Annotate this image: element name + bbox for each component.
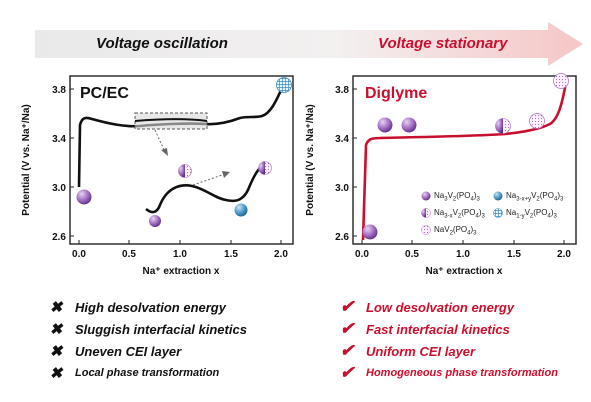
legend-label: NaV2(PO4)3 (434, 225, 477, 237)
list-item: ✔ Fast interfacial kinetics (338, 318, 558, 340)
right-xtick: 0.0 (355, 249, 369, 260)
list-item-text: Local phase transformation (75, 367, 220, 379)
right-voltage-curve (361, 81, 568, 241)
right-xlabel: Na⁺ extraction x (426, 266, 503, 277)
list-item: ✖ Local phase transformation (47, 362, 247, 384)
legend-blue-sphere-icon (493, 191, 503, 201)
zoomed-curve (145, 167, 261, 214)
full-sphere-icon (377, 117, 393, 133)
dotted-sphere-icon (553, 73, 569, 89)
left-plot (69, 75, 294, 245)
list-item-text: Homogeneous phase transformation (366, 367, 558, 379)
check-icon: ✔ (339, 341, 355, 360)
legend-label: Na3-xV2(PO4)3 (434, 208, 485, 220)
legend-full-sphere-icon (421, 191, 431, 201)
left-xtick: 2.0 (274, 249, 288, 260)
mixed-sphere-icon (258, 161, 272, 175)
cross-icon: ✖ (49, 343, 63, 360)
left-ytick: 3.4 (52, 134, 66, 145)
cross-icon: ✖ (49, 321, 63, 338)
full-sphere-icon (401, 117, 417, 133)
legend-grid-sphere-icon (493, 208, 503, 218)
full-sphere-icon (362, 224, 378, 240)
right-ytick: 3.8 (335, 85, 349, 96)
list-item: ✔ Low desolvation energy (338, 296, 558, 318)
right-header-title: Voltage stationary (378, 35, 508, 52)
left-xtick: 1.0 (173, 249, 187, 260)
right-ylabel: Potential (V vs. Na⁺/Na) (305, 104, 316, 215)
left-header-title: Voltage oscillation (96, 35, 228, 52)
list-item-text: Uneven CEI layer (75, 343, 182, 359)
list-item: ✖ High desolvation energy (47, 296, 247, 318)
right-advantage-list: ✔ Low desolvation energy ✔ Fast interfacia… (338, 296, 558, 384)
right-xtick: 2.0 (557, 249, 571, 260)
right-plot (352, 73, 577, 245)
left-ylabel: Potential (V vs. Na⁺/Na) (21, 104, 32, 215)
left-plot-frame (69, 75, 294, 245)
right-xtick: 1.5 (507, 249, 521, 260)
blue-sphere-icon (234, 203, 248, 217)
left-ytick: 3.8 (52, 85, 66, 96)
left-drawback-list: ✖ High desolvation energy ✖ Sluggish inter… (47, 296, 247, 384)
grid-sphere-icon (276, 77, 292, 93)
dotted-sphere-icon (529, 113, 545, 129)
full-sphere-icon (76, 189, 92, 205)
right-xtick: 0.5 (405, 249, 419, 260)
legend-dotted-sphere-icon (421, 225, 431, 235)
right-ytick: 3.0 (335, 183, 349, 194)
legend-label: Na3V2(PO4)3 (434, 191, 480, 203)
list-item: ✔ Homogeneous phase transformation (338, 362, 558, 384)
check-icon: ✔ (339, 297, 355, 316)
left-xtick: 1.5 (224, 249, 238, 260)
right-xtick: 1.0 (456, 249, 470, 260)
right-ytick: 3.4 (335, 134, 349, 145)
list-item-text: Uniform CEI layer (366, 343, 476, 359)
right-panel-label: Diglyme (365, 85, 427, 102)
left-panel-label: PC/EC (80, 85, 129, 102)
left-ytick: 3.0 (52, 183, 66, 194)
legend-label: Na3-x+yV2(PO4)3 (506, 191, 564, 203)
list-item: ✖ Sluggish interfacial kinetics (47, 318, 247, 340)
legend-label: Na1-yV2(PO4)3 (506, 208, 557, 220)
check-icon: ✔ (339, 319, 355, 338)
list-item-text: Sluggish interfacial kinetics (75, 321, 247, 337)
cross-icon: ✖ (49, 299, 63, 316)
list-item: ✔ Uniform CEI layer (338, 340, 558, 362)
mixed-sphere-icon (495, 118, 511, 134)
list-item-text: High desolvation energy (75, 299, 226, 315)
mixed-sphere-icon (178, 164, 192, 178)
cross-icon: ✖ (49, 365, 63, 382)
list-item-text: Low desolvation energy (366, 299, 515, 315)
list-item-text: Fast interfacial kinetics (366, 321, 510, 337)
header-arrow (35, 22, 583, 66)
left-ytick: 2.6 (52, 232, 66, 243)
list-item: ✖ Uneven CEI layer (47, 340, 247, 362)
left-xtick: 0.5 (122, 249, 136, 260)
right-ytick: 2.6 (335, 232, 349, 243)
legend-mixed-sphere-icon (421, 208, 431, 218)
check-icon: ✔ (339, 363, 355, 382)
left-xtick: 0.0 (72, 249, 86, 260)
left-xlabel: Na⁺ extraction x (143, 266, 220, 277)
full-sphere-icon (149, 215, 161, 227)
right-plot-frame (352, 75, 577, 245)
